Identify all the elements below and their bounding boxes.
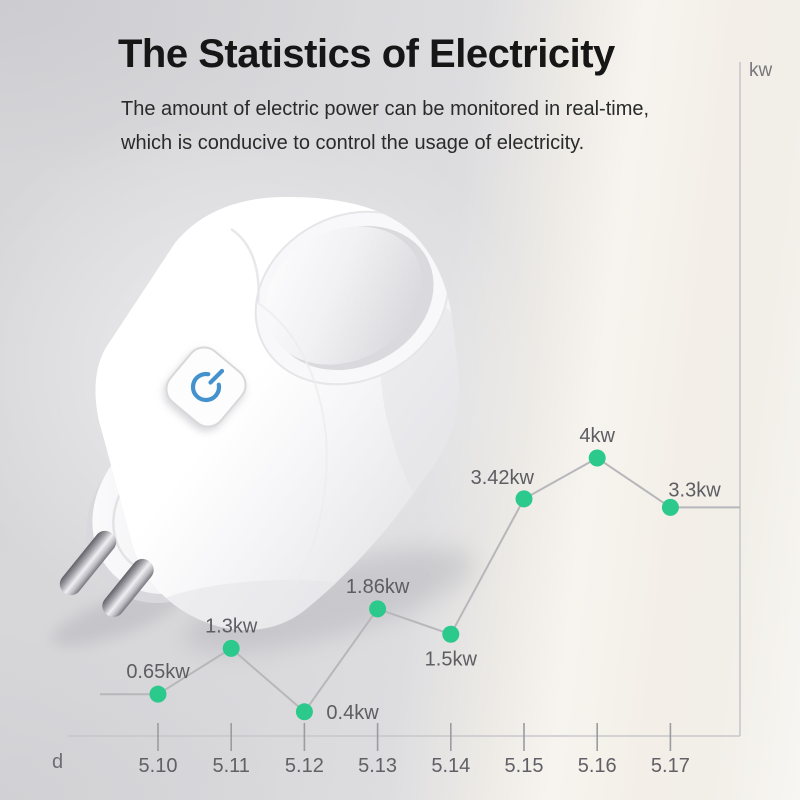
data-point-label: 1.3kw (205, 615, 258, 637)
data-point-label: 3.42kw (471, 467, 535, 489)
data-point (149, 685, 167, 703)
data-point-label: 1.86kw (346, 576, 410, 598)
power-button (165, 346, 247, 428)
chart-line (100, 457, 740, 713)
data-point (369, 600, 387, 618)
data-point (515, 490, 533, 508)
x-tick-label: 5.11 (212, 755, 249, 777)
data-point (588, 449, 606, 467)
x-tick-label: 5.15 (505, 755, 544, 777)
socket-recess (254, 210, 450, 386)
data-point (295, 703, 313, 721)
subtitle-line-1: The amount of electric power can be moni… (121, 98, 650, 120)
x-tick-label: 5.16 (578, 755, 617, 777)
x-tick-label: 5.14 (431, 755, 470, 777)
data-point (661, 498, 679, 516)
x-tick-label: 5.12 (285, 755, 324, 777)
data-point-label: 0.65kw (126, 661, 190, 683)
y-axis-unit-label: kw (749, 60, 773, 81)
data-point-label: 4kw (579, 425, 615, 447)
housing-seams (230, 227, 328, 586)
data-point (442, 625, 460, 643)
x-tick-label: 5.13 (358, 755, 397, 777)
subtitle-line-2: which is conducive to control the usage … (121, 132, 585, 154)
data-point-label: 1.5kw (425, 648, 478, 670)
plug-pin (102, 558, 154, 618)
x-tick-label: 5.10 (139, 755, 178, 777)
plug-pin (59, 530, 117, 596)
plug-pins (59, 530, 154, 618)
data-point (222, 639, 240, 657)
x-tick-label: 5.17 (651, 755, 690, 777)
x-axis-unit-label: d (52, 751, 64, 773)
power-icon (190, 368, 225, 403)
data-point-label: 3.3kw (668, 479, 721, 501)
data-point-label: 0.4kw (326, 702, 379, 724)
subtitle: The amount of electric power can be moni… (121, 92, 649, 160)
page-title: The Statistics of Electricity (118, 32, 615, 76)
